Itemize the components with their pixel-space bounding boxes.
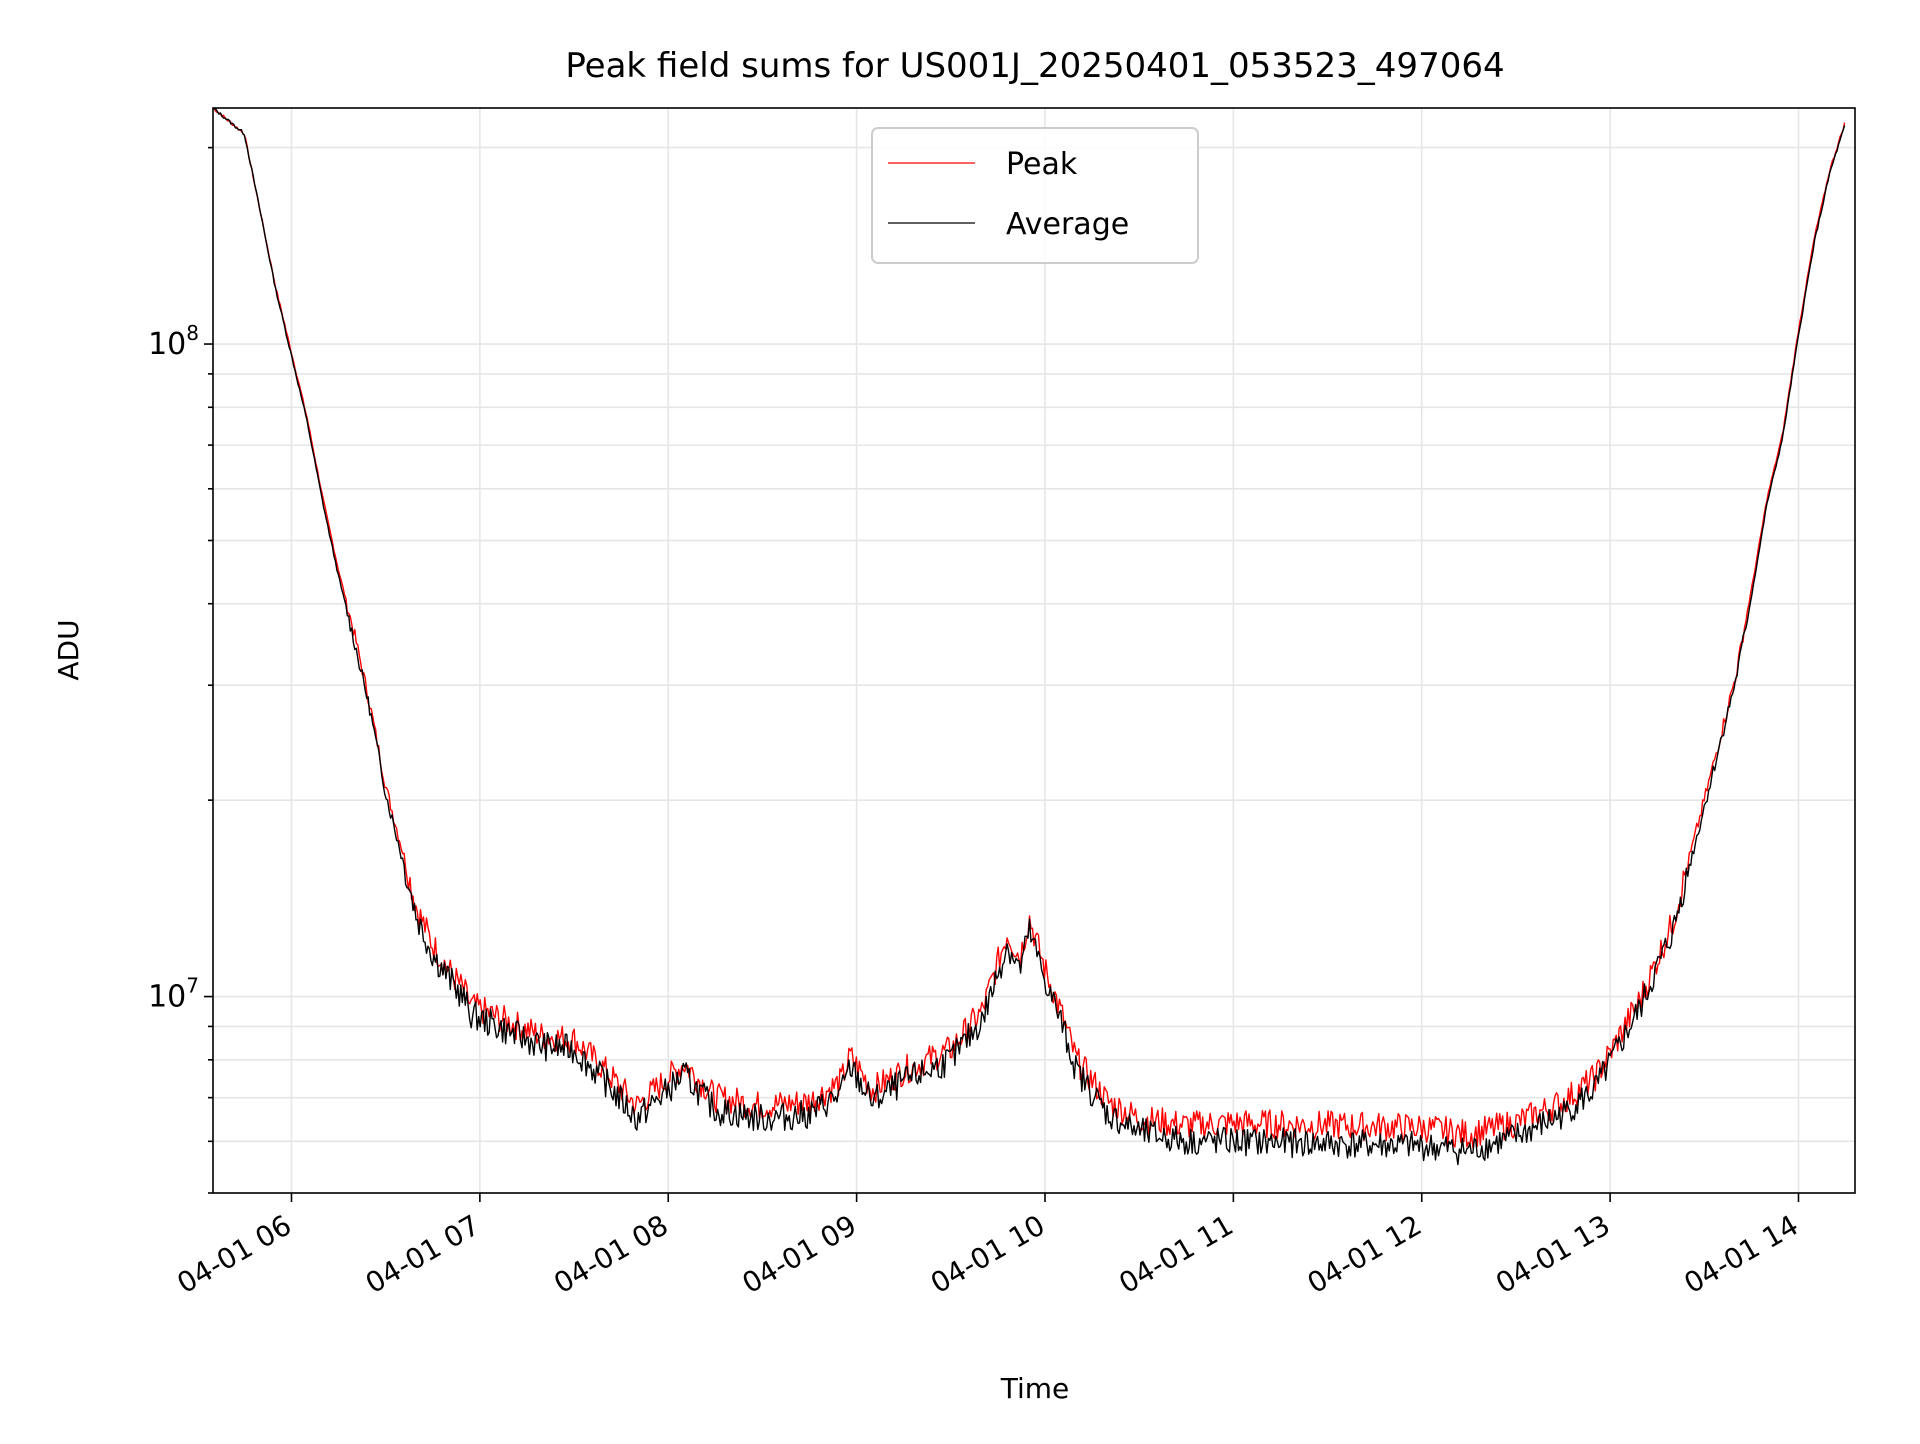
x-tick-label: 04-01 07 — [360, 1208, 486, 1300]
x-axis: 04-01 06 04-01 07 04-01 08 04-01 09 04-01 10… — [171, 1193, 1804, 1300]
legend-box — [871, 127, 1199, 264]
x-tick-label: 04-01 09 — [737, 1208, 863, 1300]
series-line-average — [212, 107, 1846, 1166]
plot-frame — [212, 107, 1856, 1194]
y-axis: 107 108 — [148, 146, 213, 1194]
x-tick-label: 04-01 13 — [1490, 1208, 1616, 1300]
x-axis-label: Time — [1000, 1372, 1070, 1405]
y-tick-label: 107 — [148, 974, 199, 1015]
legend-label-peak: Peak — [1006, 147, 1078, 182]
y-axis-label: ADU — [52, 619, 85, 680]
legend-label-average: Average — [1006, 207, 1129, 242]
x-tick-label: 04-01 08 — [548, 1208, 674, 1300]
chart-title: Peak field sums for US001J_20250401_0535… — [565, 46, 1504, 86]
series-layer — [212, 107, 1846, 1166]
x-tick-label: 04-01 10 — [925, 1208, 1051, 1300]
grid — [213, 108, 1855, 1194]
x-tick-label: 04-01 14 — [1678, 1208, 1804, 1300]
y-tick-label: 108 — [148, 321, 199, 362]
x-tick-label: 04-01 06 — [171, 1208, 297, 1300]
x-tick-label: 04-01 11 — [1113, 1208, 1239, 1300]
x-tick-label: 04-01 12 — [1302, 1208, 1428, 1300]
legend: Peak Average — [871, 127, 1199, 264]
